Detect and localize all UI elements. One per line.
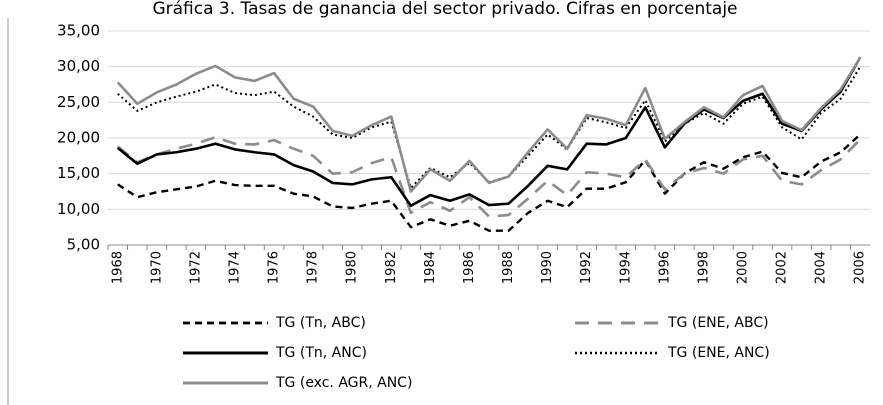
y-tick-label: 35,00 (57, 22, 100, 40)
series-line (116, 56, 862, 208)
y-tick-label: 5,00 (67, 236, 100, 254)
x-tick-label: 1980 (345, 251, 360, 284)
x-tick-label: 2006 (853, 251, 868, 284)
x-tick-label: 1982 (384, 251, 399, 284)
x-tick-label: 2004 (814, 251, 829, 284)
legend-label: TG (Tn, ABC) (275, 315, 366, 331)
x-tick-label: 1976 (267, 251, 282, 284)
y-tick-label: 30,00 (57, 57, 100, 75)
x-tick-label: 1998 (696, 251, 711, 284)
legend-label: TG (Tn, ANC) (275, 345, 367, 361)
y-tick-label: 25,00 (57, 93, 100, 111)
legend-label: TG (ENE, ABC) (667, 315, 769, 331)
y-tick-label: 10,00 (57, 200, 100, 218)
y-tick-label: 15,00 (57, 164, 100, 182)
series-line (117, 133, 862, 232)
x-tick-label: 1994 (618, 251, 633, 284)
x-tick-label: 2002 (775, 251, 790, 284)
x-tick-label: 1968 (110, 251, 125, 284)
x-tick-label: 1974 (228, 251, 243, 284)
x-tick-label: 1992 (579, 251, 594, 284)
x-tick-label: 1988 (501, 251, 516, 284)
x-tick-label: 1978 (306, 251, 321, 284)
legend-label: TG (exc. AGR, ANC) (275, 375, 412, 391)
x-tick-label: 1986 (462, 251, 477, 284)
x-tick-label: 1972 (188, 251, 203, 284)
x-tick-label: 1970 (149, 251, 164, 284)
series-line (117, 66, 862, 189)
chart-title: Gráfica 3. Tasas de ganancia del sector … (152, 0, 737, 19)
series-line (116, 135, 862, 218)
y-tick-label: 20,00 (57, 129, 100, 147)
x-tick-label: 1990 (540, 251, 555, 284)
series-line (116, 56, 862, 193)
x-tick-label: 2000 (736, 251, 751, 284)
legend-label: TG (ENE, ANC) (667, 345, 770, 361)
x-tick-label: 1996 (657, 251, 672, 284)
x-tick-label: 1984 (423, 251, 438, 284)
